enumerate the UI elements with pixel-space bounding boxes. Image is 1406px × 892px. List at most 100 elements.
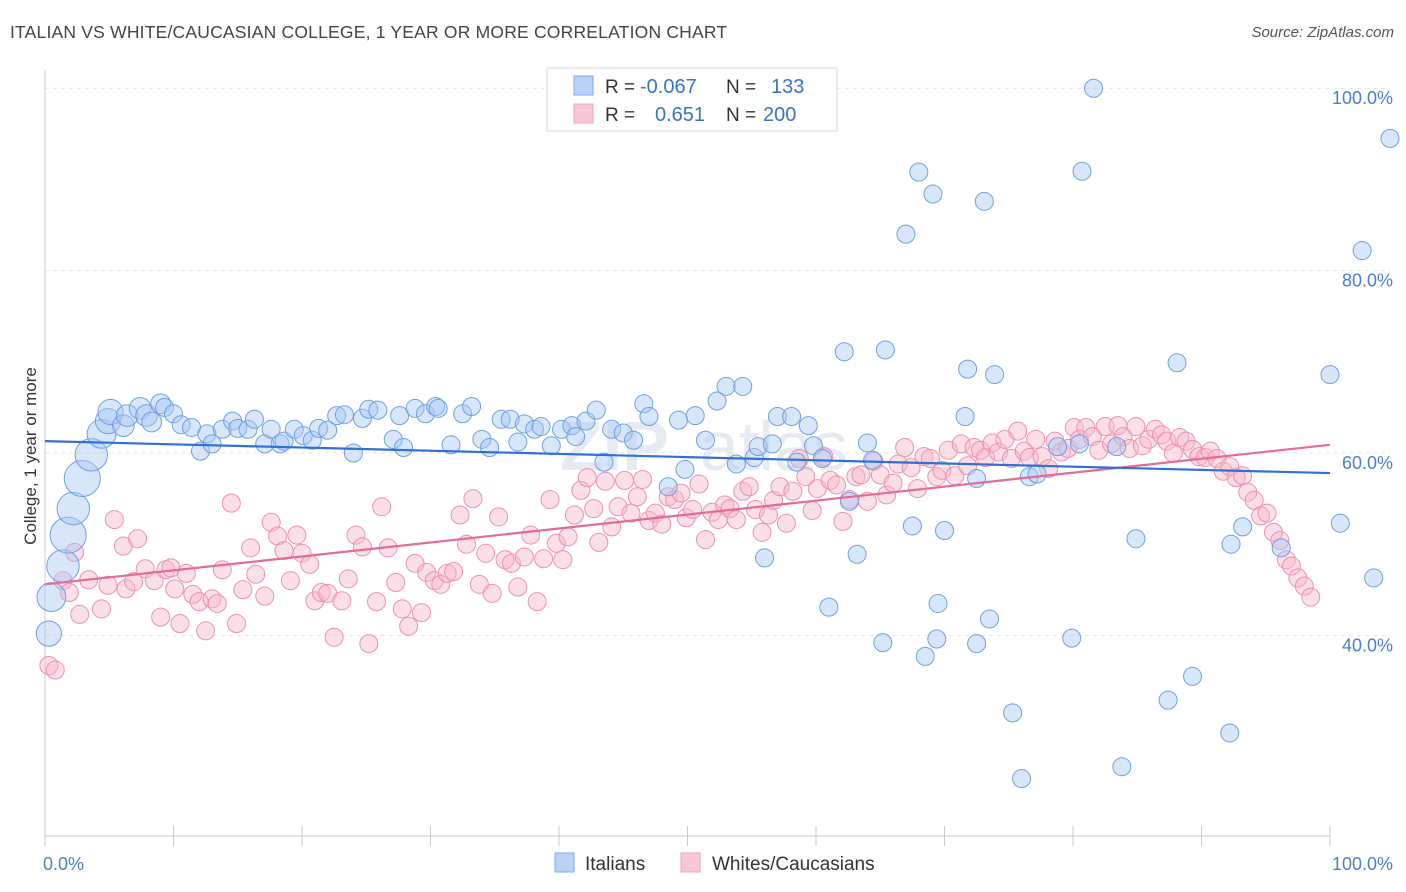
x-tick-label-0: 0.0% (43, 854, 84, 874)
whites-point-85 (589, 532, 609, 552)
whites-point-157 (1039, 459, 1059, 479)
italians-point-133 (1271, 538, 1291, 558)
legend-n-value-italians: 133 (771, 76, 804, 98)
whites-point-60 (431, 574, 451, 594)
italians-point-57 (508, 432, 528, 452)
italians-point-60 (531, 417, 551, 437)
whites-point-174 (1145, 419, 1165, 439)
y-tick-label-1: 60.0% (1342, 453, 1393, 473)
italians-point-14 (141, 411, 163, 433)
whites-point-114 (770, 477, 790, 497)
italians-point-25 (228, 418, 248, 438)
whites-point-72 (508, 577, 528, 597)
whites-point-21 (176, 563, 196, 583)
whites-point-117 (789, 448, 809, 468)
italians-point-126 (1126, 529, 1146, 549)
italians-point-23 (212, 419, 232, 439)
whites-point-45 (332, 591, 352, 611)
whites-point-82 (571, 480, 591, 500)
whites-point-199 (1301, 587, 1321, 607)
italians-point-127 (1158, 690, 1178, 710)
whites-point-167 (1102, 434, 1122, 454)
whites-point-31 (241, 538, 261, 558)
italians-point-100 (896, 224, 916, 244)
italians-point-11 (115, 404, 139, 427)
italians-point-132 (1233, 517, 1253, 537)
whites-point-183 (1200, 441, 1220, 461)
watermark-zip: ZIP (560, 407, 669, 485)
italians-point-39 (343, 443, 363, 463)
whites-point-134 (895, 438, 915, 458)
whites-point-73 (514, 547, 534, 567)
italians-point-45 (394, 438, 414, 458)
italians-point-99 (875, 340, 895, 360)
whites-point-188 (1233, 466, 1253, 486)
italians-point-89 (787, 452, 807, 472)
italians-point-103 (915, 646, 935, 666)
whites-point-37 (280, 571, 300, 591)
italians-point-52 (462, 396, 482, 416)
italians-point-123 (1084, 78, 1104, 98)
legend-r-value-whites: 0.651 (655, 104, 705, 126)
italians-point-56 (500, 409, 520, 429)
whites-point-18 (161, 558, 181, 578)
italians-point-104 (923, 184, 943, 204)
whites-point-30 (233, 580, 253, 600)
italians-point-58 (514, 414, 534, 434)
italians-point-83 (748, 437, 768, 457)
whites-point-101 (689, 474, 709, 494)
x-tick-label-1: 100.0% (1332, 854, 1393, 874)
bottom-legend-swatch-italians (554, 852, 575, 873)
italians-point-76 (685, 406, 705, 426)
italians-point-6 (74, 438, 108, 472)
italians-point-122 (1072, 161, 1092, 181)
italians-point-124 (1107, 437, 1127, 457)
whites-point-100 (683, 500, 703, 520)
whites-point-152 (1008, 421, 1028, 441)
italians-point-36 (318, 420, 338, 440)
axes (44, 70, 1331, 846)
italians-point-75 (675, 459, 695, 479)
whites-point-68 (482, 583, 502, 603)
y-tick-label-3: 100.0% (1332, 88, 1393, 108)
italians-point-50 (441, 435, 461, 455)
bottom-legend-italians: Italians (585, 854, 645, 875)
whites-point-12 (124, 572, 144, 592)
whites-point-192 (1257, 503, 1277, 523)
italians-point-46 (405, 398, 425, 418)
italians-point-97 (863, 450, 883, 470)
italians-point-98 (873, 633, 893, 653)
italians-point-81 (733, 376, 753, 396)
italians-point-95 (847, 544, 867, 564)
whites-point-118 (796, 467, 816, 487)
whites-point-84 (584, 499, 604, 519)
italians-point-63 (562, 416, 582, 436)
whites-point-110 (746, 500, 766, 520)
italians-point-4 (56, 491, 90, 526)
italians-point-27 (244, 409, 264, 429)
whites-point-198 (1294, 576, 1314, 596)
whites-point-49 (359, 634, 379, 654)
italians-point-131 (1221, 534, 1241, 554)
legend-r-value-italians: -0.067 (640, 76, 697, 98)
whites-point-47 (346, 525, 366, 545)
whites-point-74 (521, 525, 541, 545)
whites-point-26 (207, 593, 227, 613)
legend-swatch-italians (573, 75, 594, 96)
trend-line-italians (44, 440, 1331, 475)
whites-point-51 (372, 497, 392, 517)
watermark: ZIP atlas (560, 407, 848, 485)
italians-point-93 (834, 342, 854, 362)
whites-point-137 (914, 447, 934, 467)
whites-point-46 (338, 569, 358, 589)
whites-point-91 (627, 487, 647, 507)
y-axis-label: College, 1 year or more (21, 367, 40, 545)
whites-point-1 (45, 660, 65, 680)
whites-point-155 (1026, 429, 1046, 449)
whites-point-22 (183, 584, 203, 604)
italians-point-134 (1320, 365, 1340, 385)
whites-point-176 (1157, 431, 1177, 451)
whites-point-86 (595, 471, 615, 491)
italians-point-101 (902, 516, 922, 536)
whites-point-40 (300, 554, 320, 574)
